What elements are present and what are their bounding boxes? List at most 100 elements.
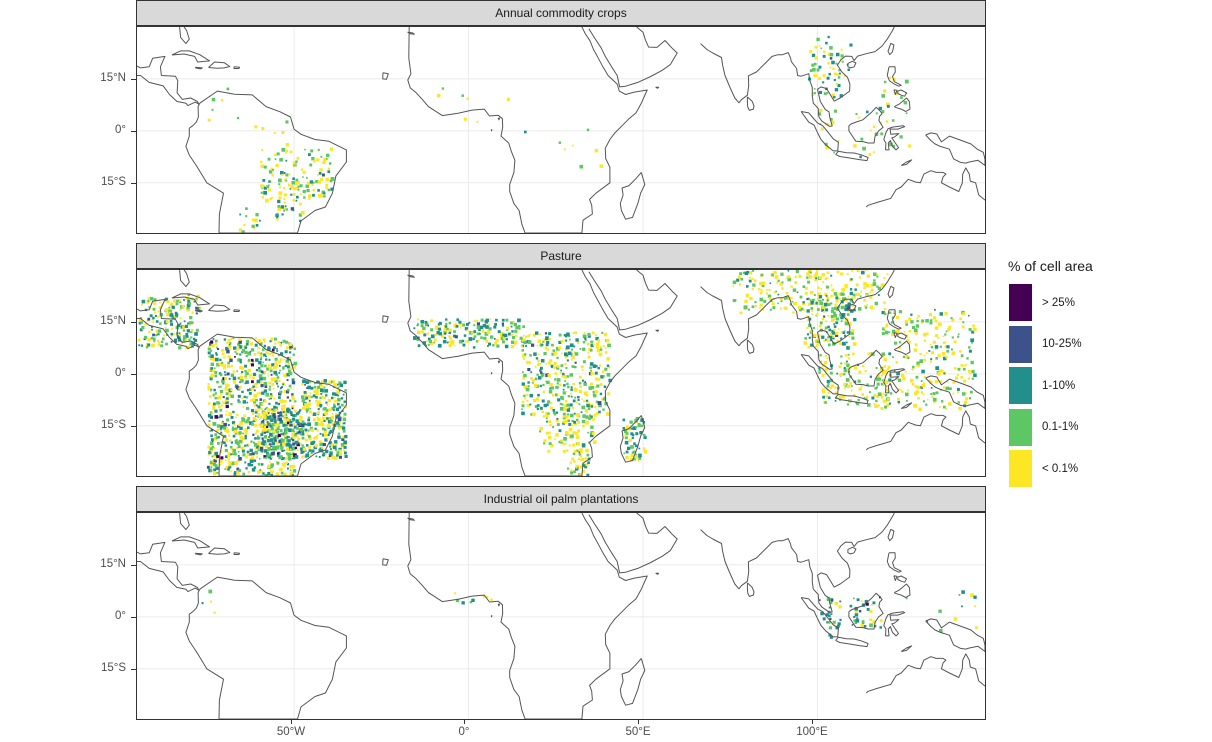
raster-cell: [448, 331, 451, 334]
raster-cell: [844, 307, 848, 312]
raster-cell: [305, 396, 309, 400]
raster-cell: [818, 324, 822, 328]
raster-cell: [450, 339, 455, 344]
raster-cell: [274, 422, 277, 425]
raster-cell: [267, 346, 270, 349]
raster-cell: [944, 341, 947, 344]
raster-cell: [846, 341, 848, 344]
raster-cell: [528, 361, 532, 364]
raster-cell: [270, 373, 273, 376]
raster-cell: [889, 392, 893, 395]
raster-cell: [577, 341, 580, 344]
raster-cell: [625, 425, 630, 429]
raster-cell: [814, 56, 818, 60]
raster-cell: [207, 445, 211, 449]
raster-cell: [182, 329, 186, 332]
raster-cell: [273, 370, 278, 375]
raster-cell: [314, 382, 316, 385]
raster-cell: [542, 383, 545, 387]
raster-cell: [827, 343, 831, 347]
raster-cell: [178, 334, 182, 337]
raster-cell: [310, 452, 313, 455]
raster-cell: [273, 132, 276, 134]
raster-cell: [562, 416, 566, 420]
raster-cell: [809, 299, 814, 303]
raster-cell: [556, 382, 559, 385]
raster-cell: [973, 595, 977, 599]
raster-cell: [157, 339, 160, 343]
raster-cell: [230, 416, 234, 419]
raster-cell: [258, 374, 263, 378]
raster-cell: [949, 387, 952, 391]
raster-cell: [821, 388, 826, 393]
raster-cell: [263, 371, 267, 374]
raster-cell: [186, 329, 190, 333]
raster-cell: [242, 453, 246, 457]
raster-cell: [228, 377, 231, 380]
raster-cell: [562, 388, 565, 391]
raster-cell: [563, 437, 567, 441]
raster-cell: [274, 357, 278, 361]
raster-cell: [581, 458, 585, 462]
raster-cell: [872, 307, 875, 310]
raster-cell: [286, 435, 289, 439]
raster-cell: [830, 314, 835, 319]
raster-cell: [448, 335, 451, 338]
raster-cell: [275, 445, 280, 450]
raster-cell: [968, 328, 972, 331]
raster-cell: [289, 347, 292, 350]
raster-cell: [880, 382, 884, 386]
raster-cell: [272, 168, 274, 171]
raster-cell: [832, 335, 835, 338]
raster-cell: [328, 441, 333, 445]
raster-cell: [273, 436, 277, 440]
raster-cell: [866, 274, 870, 278]
raster-cell: [575, 464, 579, 469]
raster-cell: [237, 450, 240, 453]
raster-cell: [825, 320, 828, 323]
raster-cell: [522, 338, 526, 342]
raster-cell: [301, 436, 305, 440]
raster-cell: [319, 403, 323, 407]
raster-cell: [258, 369, 262, 373]
raster-cell: [446, 341, 449, 344]
raster-cell: [537, 362, 541, 367]
raster-cell: [281, 439, 285, 443]
raster-cell: [577, 421, 581, 424]
raster-cell: [218, 372, 222, 375]
raster-cell: [810, 307, 814, 310]
raster-cell: [888, 381, 891, 384]
raster-cell: [264, 408, 267, 411]
raster-cell: [260, 370, 264, 374]
raster-cell: [840, 305, 845, 310]
raster-cell: [280, 341, 283, 344]
raster-cell: [895, 361, 899, 364]
raster-cell: [171, 335, 173, 338]
raster-cell: [238, 340, 242, 344]
raster-cell: [853, 380, 857, 384]
raster-cell: [478, 332, 481, 335]
raster-cell: [448, 321, 451, 325]
raster-cell: [545, 414, 549, 418]
raster-cell: [282, 462, 286, 466]
raster-cell: [842, 293, 845, 296]
raster-cell: [216, 362, 220, 367]
raster-cell: [917, 397, 920, 400]
raster-cell: [416, 324, 419, 327]
raster-cell: [876, 382, 880, 386]
raster-cell: [916, 363, 921, 368]
raster-cell: [214, 415, 219, 419]
raster-cell: [769, 308, 772, 311]
raster-cell: [892, 329, 896, 334]
raster-cell: [483, 336, 487, 340]
raster-cell: [342, 417, 347, 421]
raster-cell: [268, 388, 271, 391]
raster-cell: [594, 386, 597, 389]
raster-cell: [267, 464, 272, 469]
raster-cell: [186, 306, 190, 310]
raster-cell: [819, 90, 823, 94]
raster-cell: [310, 149, 314, 153]
raster-cell: [224, 373, 227, 376]
raster-cell: [217, 442, 220, 445]
panel-title-palm: Industrial oil palm plantations: [483, 492, 639, 506]
